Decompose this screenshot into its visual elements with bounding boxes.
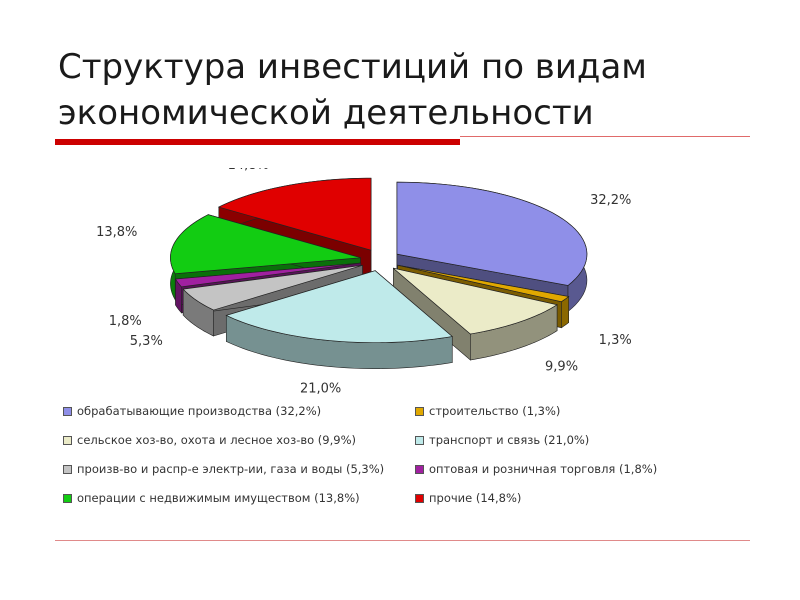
legend-item-1: строительство (1,3%) bbox=[415, 404, 560, 418]
slide-title: Структура инвестиций по видам экономичес… bbox=[58, 47, 647, 133]
data-label-0: 32,2% bbox=[590, 193, 631, 208]
data-label-6: 13,8% bbox=[96, 225, 137, 240]
legend-item-0: обрабатывающие производства (32,2%) bbox=[63, 404, 321, 418]
pie-chart: 32,2% 1,3% 9,9% 21,0% 5,3% 1,8% 13,8% 14,8% bbox=[96, 168, 632, 397]
legend-item-3: транспорт и связь (21,0%) bbox=[415, 433, 589, 447]
legend-swatch bbox=[415, 406, 424, 416]
legend-label: сельское хоз-во, охота и лесное хоз-во (… bbox=[77, 433, 356, 447]
legend-item-5: оптовая и розничная торговля (1,8%) bbox=[415, 462, 657, 476]
chart-area: 32,2% 1,3% 9,9% 21,0% 5,3% 1,8% 13,8% 14,8% обр… bbox=[55, 168, 743, 530]
legend-swatch bbox=[415, 435, 424, 445]
legend-label: обрабатывающие производства (32,2%) bbox=[77, 404, 322, 418]
legend-item-7: прочие (14,8%) bbox=[415, 491, 521, 505]
legend-swatch bbox=[63, 406, 72, 416]
pie-slice-2 bbox=[393, 267, 558, 361]
title-underline bbox=[460, 136, 750, 137]
legend-swatch bbox=[63, 464, 72, 474]
legend-label: транспорт и связь (21,0%) bbox=[429, 433, 590, 447]
legend-item-4: произв-во и распр-е электр-ии, газа и во… bbox=[63, 462, 384, 476]
legend-swatch bbox=[415, 464, 424, 474]
title-underline-accent bbox=[55, 139, 460, 145]
legend-swatch bbox=[63, 435, 72, 445]
data-label-1: 1,3% bbox=[599, 333, 632, 348]
data-label-3: 21,0% bbox=[300, 382, 341, 397]
data-label-2: 9,9% bbox=[545, 360, 578, 375]
legend-label: строительство (1,3%) bbox=[429, 404, 561, 418]
legend-item-2: сельское хоз-во, охота и лесное хоз-во (… bbox=[63, 433, 356, 447]
data-label-5: 1,8% bbox=[109, 314, 142, 329]
pie-slice-3 bbox=[225, 270, 454, 369]
legend-label: прочие (14,8%) bbox=[429, 491, 522, 505]
bottom-rule bbox=[55, 540, 750, 541]
legend-label: произв-во и распр-е электр-ии, газа и во… bbox=[77, 462, 385, 476]
legend-swatch bbox=[63, 493, 72, 503]
legend-label: оптовая и розничная торговля (1,8%) bbox=[429, 462, 658, 476]
legend-item-6: операции с недвижимым имуществом (13,8%) bbox=[63, 491, 360, 505]
legend-swatch bbox=[415, 493, 424, 503]
legend-label: операции с недвижимым имуществом (13,8%) bbox=[77, 491, 360, 505]
data-label-4: 5,3% bbox=[130, 334, 163, 349]
data-label-7: 14,8% bbox=[228, 168, 269, 173]
